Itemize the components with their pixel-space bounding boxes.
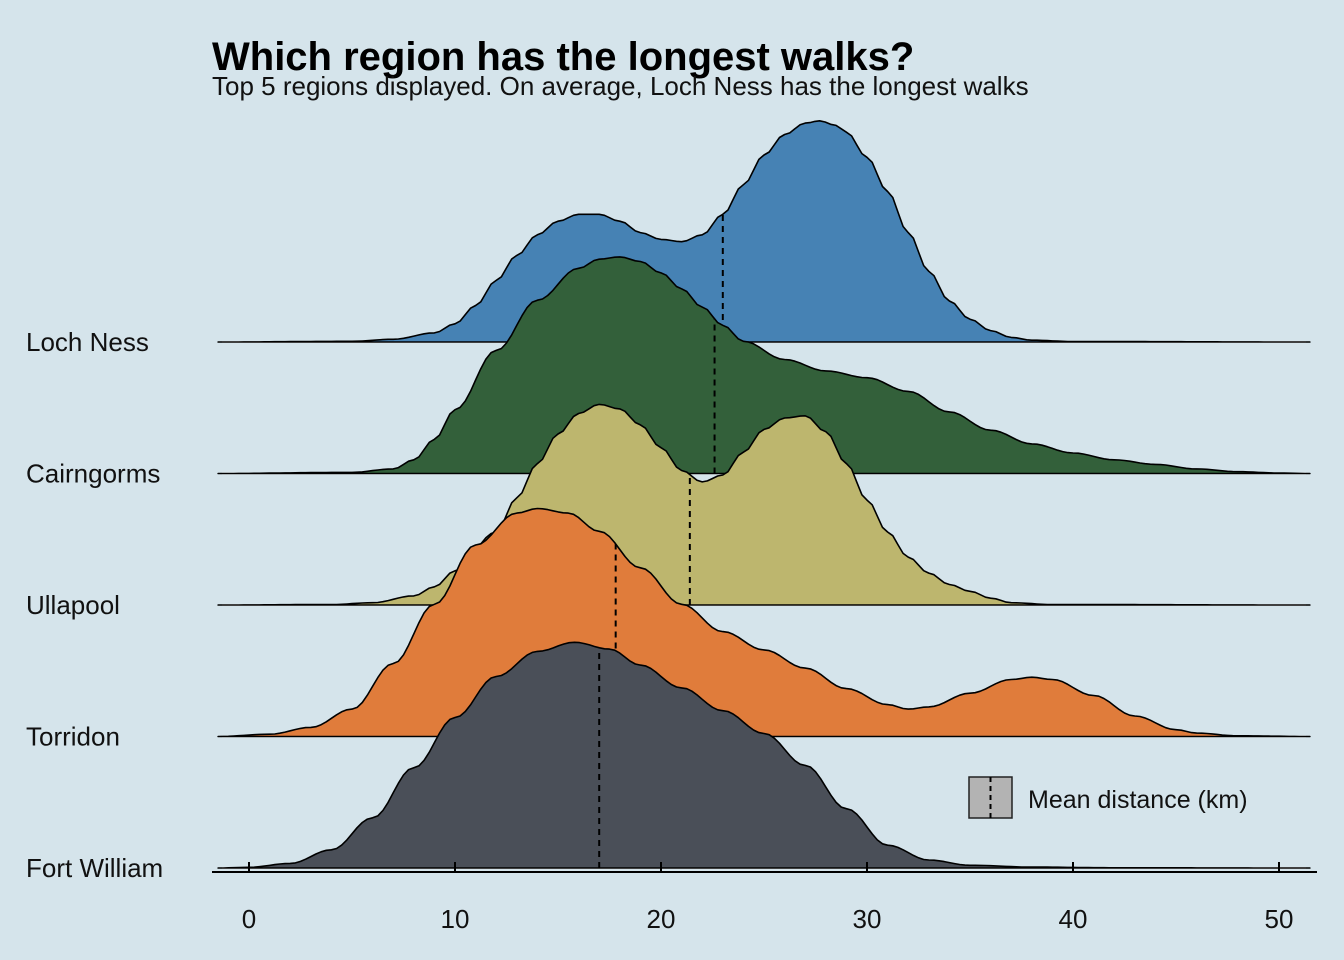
ridge-loch-ness — [217, 120, 1311, 343]
x-tick-label-10: 10 — [441, 904, 470, 934]
x-tick-label-50: 50 — [1265, 904, 1294, 934]
y-label-cairngorms: Cairngorms — [26, 459, 160, 489]
y-label-torridon: Torridon — [26, 722, 120, 752]
chart-subtitle: Top 5 regions displayed. On average, Loc… — [212, 71, 1029, 101]
ridge-fort-william — [217, 641, 1311, 869]
x-tick-label-30: 30 — [853, 904, 882, 934]
y-label-fort-william: Fort William — [26, 853, 163, 883]
x-tick-label-20: 20 — [647, 904, 676, 934]
y-label-loch-ness: Loch Ness — [26, 327, 149, 357]
chart-title: Which region has the longest walks? — [212, 35, 914, 79]
y-label-ullapool: Ullapool — [26, 590, 120, 620]
ridge-cairngorms — [217, 256, 1311, 475]
legend: Mean distance (km) — [968, 776, 1248, 819]
x-tick-label-0: 0 — [242, 904, 256, 934]
y-axis-labels: Loch Ness Cairngorms Ullapool Torridon Fort … — [26, 327, 163, 883]
x-axis: 0 10 20 30 40 50 — [212, 862, 1317, 934]
ridges-layer — [217, 120, 1311, 869]
ridge-ullapool — [217, 403, 1311, 606]
legend-label: Mean distance (km) — [1028, 786, 1248, 814]
x-tick-label-40: 40 — [1059, 904, 1088, 934]
